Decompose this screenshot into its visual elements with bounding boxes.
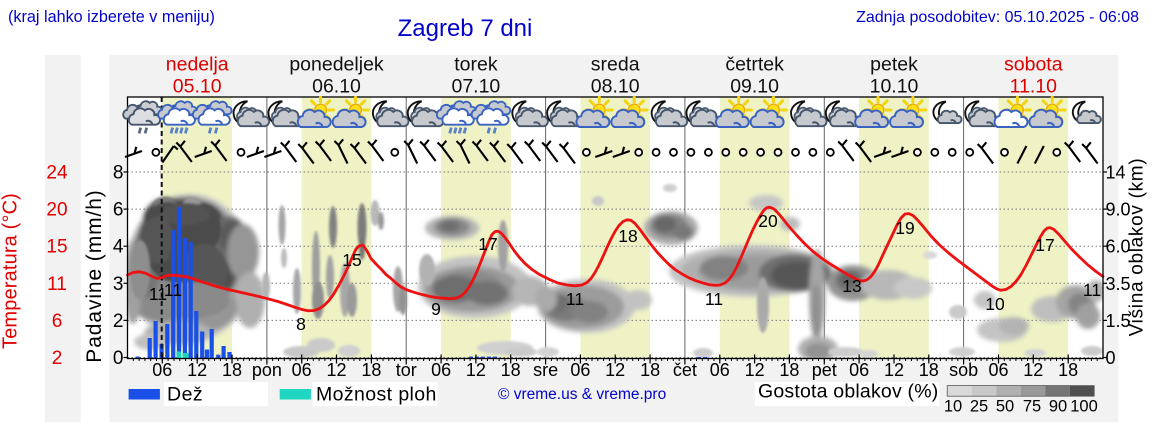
svg-text:Dež: Dež	[167, 384, 203, 406]
svg-text:10: 10	[985, 294, 1005, 314]
svg-text:sobota: sobota	[1004, 54, 1063, 76]
svg-text:09.10: 09.10	[730, 76, 779, 98]
svg-text:Temperatura (°C): Temperatura (°C)	[0, 193, 22, 349]
svg-text:0: 0	[113, 348, 124, 369]
svg-text:06: 06	[710, 360, 730, 380]
svg-text:100: 100	[1070, 398, 1098, 416]
svg-text:petek: petek	[870, 54, 918, 76]
svg-text:11: 11	[705, 289, 723, 309]
svg-text:pon: pon	[252, 360, 282, 380]
svg-text:ponedeljek: ponedeljek	[289, 54, 384, 76]
svg-text:75: 75	[1023, 398, 1041, 416]
svg-text:9.0: 9.0	[1106, 200, 1131, 220]
svg-text:10: 10	[944, 398, 962, 416]
svg-text:torek: torek	[454, 54, 498, 76]
svg-text:nedelja: nedelja	[166, 54, 229, 76]
svg-text:Gostota oblakov (%): Gostota oblakov (%)	[758, 381, 938, 403]
svg-text:4: 4	[113, 237, 124, 258]
svg-text:06: 06	[988, 360, 1008, 380]
svg-text:90: 90	[1049, 398, 1067, 416]
svg-text:11: 11	[164, 280, 182, 300]
svg-text:18: 18	[640, 360, 660, 380]
svg-text:13: 13	[842, 276, 861, 296]
svg-text:11: 11	[566, 289, 584, 309]
svg-text:05.10: 05.10	[173, 76, 222, 98]
svg-text:15: 15	[342, 250, 361, 270]
svg-text:Padavine (mm/h): Padavine (mm/h)	[83, 189, 106, 362]
svg-text:pet: pet	[812, 360, 837, 380]
svg-text:08.10: 08.10	[591, 76, 640, 98]
svg-text:12: 12	[466, 360, 486, 380]
svg-text:20: 20	[758, 211, 778, 231]
svg-text:6: 6	[52, 311, 63, 332]
svg-text:12: 12	[326, 360, 346, 380]
svg-text:12: 12	[605, 360, 625, 380]
svg-text:06: 06	[570, 360, 590, 380]
svg-text:20: 20	[46, 200, 67, 221]
svg-text:četrtek: četrtek	[725, 54, 784, 76]
svg-text:19: 19	[895, 218, 914, 238]
svg-text:06: 06	[152, 360, 172, 380]
svg-text:18: 18	[361, 360, 381, 380]
svg-text:sreda: sreda	[591, 54, 640, 76]
svg-text:17: 17	[1035, 235, 1054, 255]
svg-text:Zagreb 7 dni: Zagreb 7 dni	[398, 15, 533, 42]
svg-text:06: 06	[849, 360, 869, 380]
svg-text:tor: tor	[396, 360, 417, 380]
svg-text:© vreme.us & vreme.pro: © vreme.us & vreme.pro	[498, 386, 666, 403]
svg-text:3: 3	[113, 274, 124, 295]
svg-text:Možnost ploh: Možnost ploh	[316, 384, 437, 406]
svg-text:sre: sre	[533, 360, 558, 380]
svg-text:06: 06	[431, 360, 451, 380]
svg-text:18: 18	[1058, 360, 1078, 380]
svg-text:17: 17	[478, 234, 497, 254]
svg-text:11: 11	[1083, 280, 1101, 300]
svg-text:10.10: 10.10	[870, 76, 919, 98]
svg-text:25: 25	[970, 398, 988, 416]
svg-text:2: 2	[52, 348, 63, 369]
svg-text:6: 6	[113, 200, 124, 221]
svg-text:11: 11	[149, 284, 167, 304]
svg-text:9: 9	[431, 299, 441, 319]
svg-text:Višina oblakov (km): Višina oblakov (km)	[1127, 158, 1148, 337]
svg-text:18: 18	[919, 360, 939, 380]
svg-text:3.5: 3.5	[1106, 274, 1131, 294]
svg-text:12: 12	[187, 360, 207, 380]
svg-text:čet: čet	[673, 360, 697, 380]
svg-text:0: 0	[1106, 348, 1116, 368]
svg-text:07.10: 07.10	[451, 76, 500, 98]
svg-text:8: 8	[296, 314, 306, 334]
svg-text:12: 12	[1023, 360, 1043, 380]
svg-text:11: 11	[47, 274, 67, 295]
svg-text:50: 50	[996, 398, 1014, 416]
svg-text:18: 18	[618, 226, 637, 246]
svg-text:(kraj lahko izberete v meniju): (kraj lahko izberete v meniju)	[8, 8, 215, 26]
svg-text:06: 06	[292, 360, 312, 380]
svg-text:18: 18	[779, 360, 799, 380]
svg-text:12: 12	[745, 360, 765, 380]
svg-text:18: 18	[501, 360, 521, 380]
svg-text:6.0: 6.0	[1106, 237, 1131, 257]
svg-text:24: 24	[46, 163, 68, 184]
svg-text:8: 8	[113, 163, 124, 184]
svg-text:Zadnja posodobitev: 05.10.2025: Zadnja posodobitev: 05.10.2025 - 06:08	[856, 9, 1139, 26]
svg-text:06.10: 06.10	[312, 76, 361, 98]
svg-text:12: 12	[884, 360, 904, 380]
svg-text:11.10: 11.10	[1010, 76, 1058, 98]
svg-text:1.5: 1.5	[1106, 311, 1131, 331]
svg-text:14: 14	[1106, 163, 1126, 183]
svg-text:2: 2	[113, 311, 124, 332]
svg-text:18: 18	[222, 360, 242, 380]
svg-text:15: 15	[46, 237, 67, 258]
svg-text:sob: sob	[949, 360, 978, 380]
